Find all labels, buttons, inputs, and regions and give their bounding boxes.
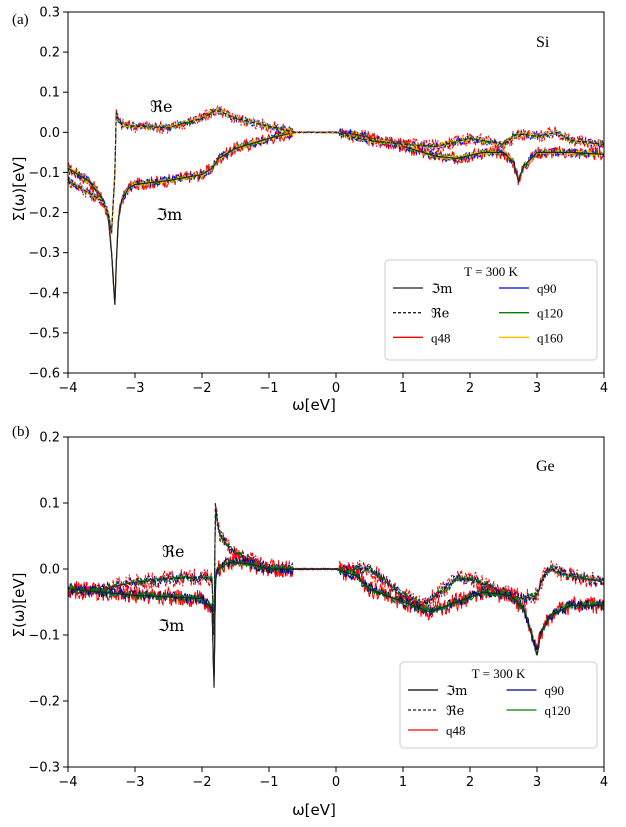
y-tick-label: 0.3 [39, 6, 60, 21]
panel-b-im-q-series-1 [68, 553, 604, 674]
y-tick-label: −0.3 [28, 246, 60, 261]
y-tick-label: −0.6 [28, 367, 60, 382]
panel-a-label: (a) [12, 12, 29, 28]
x-tick-label: 2 [466, 775, 474, 790]
x-tick-label: −4 [58, 775, 77, 790]
y-tick-label: −0.4 [28, 286, 60, 301]
legend-box [399, 661, 598, 749]
legend-entry-label: ℜe [446, 704, 465, 719]
panel-a-xlabel: ω[eV] [292, 396, 336, 414]
legend-entry-label: q120 [545, 703, 571, 718]
panel-a-curves [68, 104, 604, 305]
panel-b-re-q-series-1 [68, 508, 604, 628]
panel-b-re-annotation: ℜe [162, 542, 185, 561]
legend-entry-label: ℑm [446, 684, 467, 699]
x-tick-label: 4 [600, 775, 608, 790]
legend-entry-label: q48 [446, 723, 466, 738]
y-tick-label: 0.1 [39, 497, 60, 512]
x-tick-label: −1 [259, 381, 278, 396]
legend-entry-label: q120 [537, 306, 563, 321]
x-tick-label: 1 [399, 381, 407, 396]
panel-b-curves [68, 502, 604, 688]
panel-a-re-reference-line [68, 109, 604, 233]
panel-b-material-label: Ge [536, 458, 555, 475]
panel-b-label: (b) [12, 424, 30, 440]
y-tick-label: −0.3 [28, 761, 60, 776]
x-tick-label: 4 [600, 381, 608, 396]
panel-a-re-annotation: ℜe [150, 97, 173, 116]
panel-b-re-q-series-2 [68, 508, 604, 622]
x-tick-label: −3 [125, 381, 144, 396]
panel-b-ge: (b) −4 −3 −2 −1 0 1 2 3 4 0.2 0.1 0.0 −0.1 −0.2 −0.3 G… [10, 424, 608, 819]
legend-entry-label: q90 [537, 281, 557, 296]
y-tick-label: 0.0 [39, 563, 60, 578]
panel-b-im-annotation: ℑm [158, 616, 184, 635]
legend-entry-label: q160 [537, 330, 563, 345]
legend-box [384, 259, 598, 361]
x-tick-label: −2 [192, 775, 211, 790]
legend-entry-label: ℑm [431, 282, 452, 297]
x-tick-label: 1 [399, 775, 407, 790]
x-tick-label: −2 [192, 381, 211, 396]
panel-b-im-reference-line [68, 561, 604, 688]
x-tick-label: 3 [533, 381, 541, 396]
y-tick-label: 0.1 [39, 86, 60, 101]
y-tick-label: −0.2 [28, 206, 60, 221]
y-tick-label: −0.1 [28, 629, 60, 644]
y-tick-label: 0.2 [39, 431, 60, 446]
legend-entry-label: q48 [431, 330, 451, 345]
panel-a-plot-area: −4 −3 −2 −1 0 1 2 3 4 0.3 0.2 0.1 0.0 −0.1 −0.2 −0.3 −0.… [28, 6, 608, 397]
legend-title: T = 300 K [472, 666, 526, 681]
x-tick-label: 0 [332, 381, 340, 396]
panel-b-legend: T = 300 K ℑm ℜe q48 q90 q120 [399, 661, 598, 749]
legend-entry-label: ℜe [431, 307, 450, 322]
panel-a-si: (a) −4 −3 −2 −1 0 1 2 3 4 0.3 0.2 0.1 0.0 −0.1 −0.2 −0.… [10, 6, 608, 415]
x-tick-label: −3 [125, 775, 144, 790]
x-tick-label: 0 [332, 775, 340, 790]
panel-a-im-reference-line [68, 131, 604, 305]
legend-title: T = 300 K [464, 264, 518, 279]
panel-b-xlabel: ω[eV] [292, 801, 336, 819]
panel-b-ylabel: Σ(ω)[eV] [10, 573, 28, 638]
panel-a-im-annotation: ℑm [156, 205, 182, 224]
y-tick-label: −0.1 [28, 166, 60, 181]
panel-a-legend: T = 300 K ℑm ℜe q48 q90 q120 q160 [384, 259, 598, 361]
legend-entry-label: q90 [545, 683, 565, 698]
panel-a-material-label: Si [536, 34, 550, 51]
x-tick-label: −1 [259, 775, 278, 790]
panel-b-plot-area: −4 −3 −2 −1 0 1 2 3 4 0.2 0.1 0.0 −0.1 −0.2 −0.3 [28, 431, 608, 791]
y-tick-label: −0.2 [28, 695, 60, 710]
x-tick-label: 3 [533, 775, 541, 790]
y-tick-label: 0.0 [39, 126, 60, 141]
panel-a-ylabel: Σ(ω)[eV] [10, 157, 28, 222]
x-tick-label: −4 [58, 381, 77, 396]
y-tick-label: 0.2 [39, 46, 60, 61]
x-tick-label: 2 [466, 381, 474, 396]
y-tick-label: −0.5 [28, 326, 60, 341]
